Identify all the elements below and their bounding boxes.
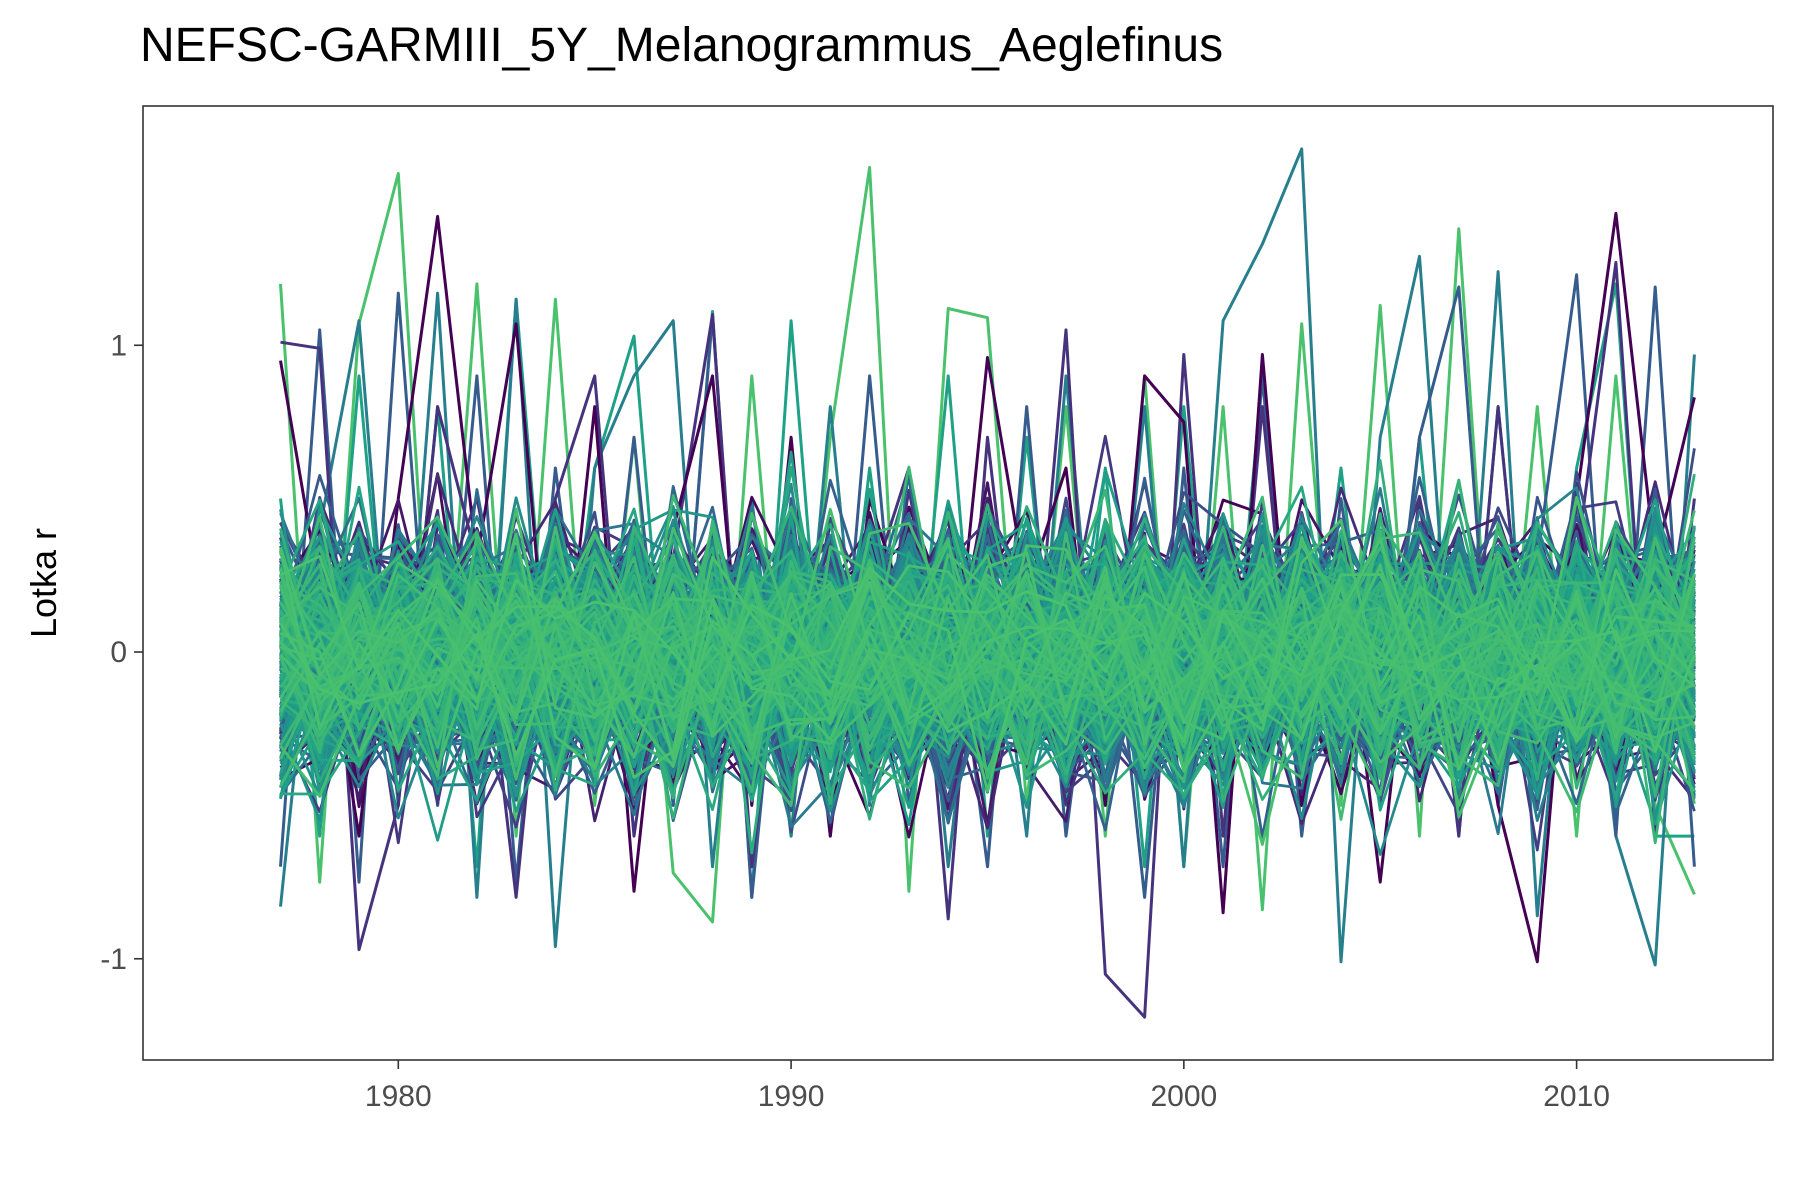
x-tick-label: 1990 (758, 1080, 825, 1113)
series-line-highlight-3 (279, 273, 1696, 899)
axis-layer: 1980 1990 2000 2010 -1 0 1 (100, 329, 1610, 1113)
series-line (279, 496, 1695, 773)
x-tick-label: 1980 (365, 1080, 432, 1113)
series-line (279, 537, 1696, 803)
y-axis-title: Lotka r (23, 528, 64, 638)
series-line (279, 537, 1696, 779)
series-line (279, 567, 1696, 778)
series-line (279, 512, 1696, 819)
series-line (279, 489, 1696, 753)
series-line (279, 530, 1695, 750)
series-layer (279, 147, 1696, 1019)
series-line (280, 507, 1696, 750)
series-line (279, 530, 1696, 768)
series-line (279, 495, 1696, 780)
plot-panel-border (142, 105, 1774, 1061)
series-line (279, 521, 1696, 781)
series-line (279, 554, 1696, 808)
y-tick-label: 0 (110, 636, 127, 669)
series-line (279, 507, 1696, 746)
series-line (279, 494, 1696, 787)
y-tick-label: -1 (100, 943, 127, 976)
series-line (279, 556, 1695, 814)
series-line (279, 525, 1696, 845)
chart-title: NEFSC-GARMIII_5Y_Melanogrammus_Aeglefinu… (140, 19, 1224, 72)
series-line-highlight-6 (279, 165, 1696, 924)
x-tick-label: 2000 (1150, 1080, 1217, 1113)
x-tick-label: 2010 (1543, 1080, 1610, 1113)
y-tick-label: 1 (110, 329, 127, 362)
series-line-highlight-2 (280, 260, 1696, 1019)
series-line (279, 536, 1695, 768)
series-line (279, 551, 1695, 846)
